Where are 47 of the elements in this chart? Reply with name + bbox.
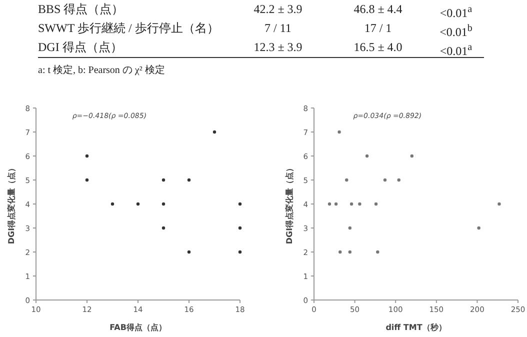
text: <0.01$^{a}$ bbox=[438, 3, 474, 20]
point bbox=[85, 154, 89, 158]
text: 42.2 ± 3.9 bbox=[252, 1, 304, 18]
text: DGI 得点（点） bbox=[38, 39, 124, 56]
point bbox=[410, 154, 414, 158]
point bbox=[383, 178, 387, 182]
point bbox=[85, 178, 89, 182]
point bbox=[345, 178, 348, 182]
point bbox=[334, 202, 338, 206]
point bbox=[162, 178, 166, 182]
text: 7 / 11 bbox=[264, 20, 292, 37]
point bbox=[110, 202, 114, 206]
point bbox=[187, 250, 191, 254]
y-axis-title: DGI得点変化量（点） bbox=[6, 164, 16, 244]
point bbox=[365, 154, 369, 158]
text: <0.01$^{a}$ bbox=[438, 41, 474, 58]
text: 12.3 ± 3.9 bbox=[252, 39, 304, 56]
point bbox=[358, 202, 362, 206]
point bbox=[238, 250, 242, 254]
text: a: t 検定, b: Pearson の χ² 検定 bbox=[38, 64, 166, 77]
point bbox=[376, 250, 380, 254]
point bbox=[238, 202, 242, 206]
text: 46.8 ± 4.4 bbox=[352, 1, 404, 18]
point bbox=[348, 226, 352, 230]
point bbox=[162, 226, 166, 230]
x-axis-title: diff TMT（秒） bbox=[386, 323, 446, 332]
point bbox=[238, 226, 242, 230]
point bbox=[187, 178, 191, 182]
text: 17 / 1 bbox=[363, 20, 393, 37]
y-axis-title: DGI得点変化量（点） bbox=[284, 164, 294, 244]
point bbox=[350, 202, 354, 206]
point bbox=[477, 226, 480, 230]
x-axis-title: FAB得点（点） bbox=[110, 323, 166, 332]
text: SWWT 歩行継続 / 歩行停止（名） bbox=[38, 20, 220, 37]
point bbox=[212, 130, 216, 134]
point bbox=[498, 202, 501, 206]
text: <0.01$^{b}$ bbox=[438, 22, 474, 39]
point bbox=[162, 202, 166, 206]
text: BBS 得点（点） bbox=[38, 1, 125, 18]
point bbox=[338, 130, 341, 134]
point bbox=[328, 202, 332, 206]
text: 16.5 ± 4.0 bbox=[352, 39, 404, 56]
point bbox=[338, 250, 342, 254]
point bbox=[397, 178, 400, 182]
point bbox=[374, 202, 378, 206]
point bbox=[348, 250, 352, 254]
point bbox=[136, 202, 140, 206]
